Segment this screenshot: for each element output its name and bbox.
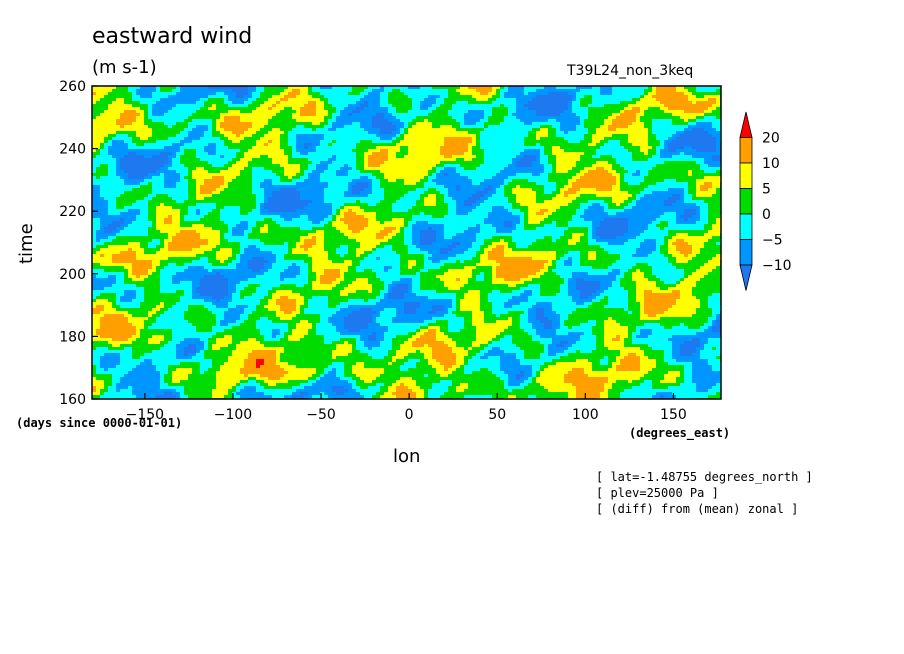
colorbar-swatch <box>739 213 753 240</box>
chart-title: eastward wind <box>92 24 253 49</box>
note-plev: [ plev=25000 Pa ] <box>596 486 719 500</box>
x-tick-label: −150 <box>126 407 164 423</box>
x-tick-label: −100 <box>214 407 252 423</box>
colorbar-swatch <box>739 162 753 189</box>
x-axis-ticks: −150 −100 −50 0 50 100 150 <box>126 393 687 423</box>
colorbar-swatch <box>739 188 753 215</box>
wind-field-heatmap <box>92 86 721 399</box>
colorbar-label: 0 <box>762 207 771 223</box>
x-tick-label: −50 <box>306 407 336 423</box>
colorbar-swatch <box>739 137 753 164</box>
y-tick-label: 180 <box>59 329 86 345</box>
x-unit-note: (degrees_east) <box>629 426 731 440</box>
x-axis-label: lon <box>393 446 421 467</box>
note-diff: [ (diff) from (mean) zonal ] <box>596 502 799 516</box>
y-axis-ticks: 160 180 200 220 240 260 <box>59 79 98 408</box>
chart-units: (m s-1) <box>92 57 157 78</box>
colorbar-label: 5 <box>762 182 771 198</box>
note-lat: [ lat=-1.48755 degrees_north ] <box>596 470 813 484</box>
plot-frame <box>91 85 722 400</box>
y-tick-label: 200 <box>59 267 86 283</box>
x-tick-label: 0 <box>405 407 414 423</box>
x-tick-label: 100 <box>572 407 599 423</box>
run-name: T39L24_non_3keq <box>567 63 694 79</box>
colorbar-swatch <box>739 239 753 266</box>
x-tick-label: 150 <box>660 407 687 423</box>
colorbar-label: −5 <box>762 233 783 249</box>
colorbar: 20 10 5 0 −5 −10 <box>739 111 792 291</box>
colorbar-label: 20 <box>762 131 780 147</box>
y-axis-label: time <box>16 223 37 264</box>
y-tick-label: 160 <box>59 392 86 408</box>
y-tick-label: 220 <box>59 204 86 220</box>
x-tick-label: 50 <box>488 407 506 423</box>
colorbar-swatch <box>739 111 753 138</box>
y-unit-note: (days since 0000-01-01) <box>16 416 183 430</box>
y-tick-label: 260 <box>59 79 86 95</box>
colorbar-label: 10 <box>762 156 780 172</box>
colorbar-swatch <box>739 264 753 291</box>
y-tick-label: 240 <box>59 142 86 158</box>
colorbar-label: −10 <box>762 258 792 274</box>
